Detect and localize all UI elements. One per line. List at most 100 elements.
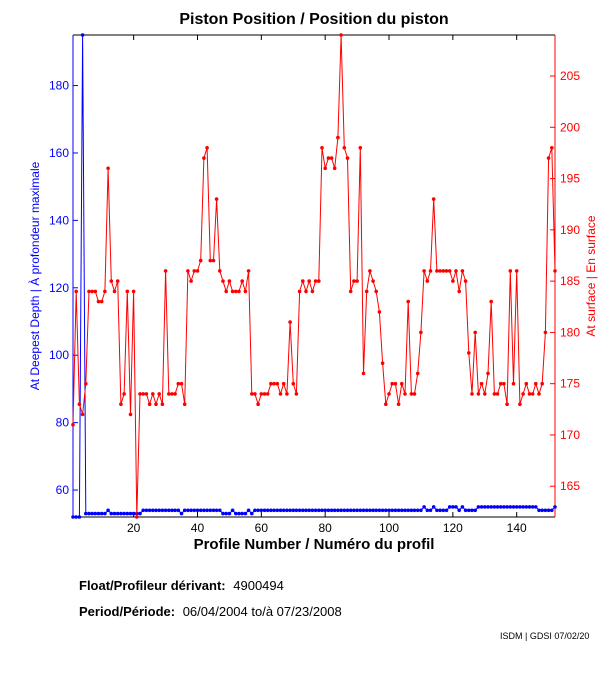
data-point-left <box>447 505 452 509</box>
data-point-left <box>310 508 315 513</box>
data-point-right <box>451 279 455 283</box>
data-point-left <box>109 511 114 516</box>
data-point-left <box>131 511 136 516</box>
data-point-left <box>467 508 471 513</box>
data-point-left <box>218 508 222 513</box>
data-point-left <box>147 508 152 513</box>
data-point-left <box>96 511 101 516</box>
data-point-right <box>467 351 471 355</box>
y-tick-label-right: 170 <box>560 428 580 442</box>
data-point-left <box>125 511 130 516</box>
x-tick-label: 80 <box>318 521 332 535</box>
data-point-left <box>320 508 324 513</box>
data-point-left <box>128 511 133 516</box>
data-point-left <box>518 505 522 509</box>
data-layer <box>71 33 557 519</box>
data-point-left <box>119 511 123 516</box>
chart-title: Piston Position / Position du piston <box>179 11 448 28</box>
y-tick-label-left: 80 <box>56 416 70 430</box>
data-point-right <box>431 197 436 201</box>
data-point-left <box>508 505 513 509</box>
data-point-left <box>336 508 340 513</box>
data-point-right <box>224 289 228 294</box>
data-point-left <box>457 508 462 513</box>
data-point-right <box>135 515 139 519</box>
data-point-right <box>205 146 209 150</box>
data-point-right <box>77 402 82 407</box>
data-point-right <box>534 381 538 386</box>
data-point-left <box>550 508 554 513</box>
data-point-left <box>361 508 366 513</box>
x-tick-label: 60 <box>255 521 269 535</box>
data-point-right <box>221 279 225 283</box>
data-point-right <box>470 392 474 396</box>
y-tick-label-right: 200 <box>560 120 580 134</box>
data-point-left <box>451 505 455 509</box>
data-point-right <box>74 289 78 294</box>
data-point-left <box>138 511 142 516</box>
data-point-left <box>144 508 149 513</box>
data-point-left <box>406 508 411 513</box>
data-point-left <box>173 508 177 513</box>
data-point-right <box>457 289 462 294</box>
data-point-left <box>221 511 225 516</box>
data-point-left <box>454 505 458 509</box>
data-point-left <box>514 505 519 509</box>
data-point-right <box>527 392 532 396</box>
data-point-left <box>546 508 551 513</box>
data-point-left <box>234 511 238 516</box>
data-point-left <box>390 508 395 513</box>
data-point-left <box>103 511 107 516</box>
data-point-left <box>186 508 190 513</box>
data-point-left <box>332 508 337 513</box>
data-point-right <box>352 279 356 283</box>
data-point-right <box>415 371 420 376</box>
data-point-right <box>384 402 388 407</box>
data-point-left <box>377 508 382 513</box>
data-point-left <box>272 508 276 513</box>
y-tick-label-right: 190 <box>560 223 580 237</box>
data-point-right <box>479 381 484 386</box>
data-point-left <box>281 508 286 513</box>
data-point-left <box>326 508 331 513</box>
data-point-right <box>288 320 292 324</box>
data-point-left <box>167 508 171 513</box>
data-point-left <box>256 508 260 513</box>
data-point-right <box>409 392 414 396</box>
data-point-right <box>320 146 324 150</box>
data-point-right <box>435 269 439 273</box>
data-point-left <box>157 508 161 513</box>
y-tick-label-left: 60 <box>56 483 70 497</box>
data-point-left <box>422 505 426 509</box>
data-point-left <box>368 508 372 513</box>
data-point-left <box>511 505 516 509</box>
data-point-right <box>342 146 347 150</box>
data-point-right <box>505 402 509 407</box>
data-point-left <box>288 508 292 513</box>
data-point-left <box>403 508 407 513</box>
x-tick-label: 100 <box>379 521 399 535</box>
data-point-right <box>492 392 497 396</box>
data-point-left <box>495 505 500 509</box>
data-point-right <box>131 289 136 294</box>
data-point-right <box>444 269 449 273</box>
data-point-left <box>527 505 532 509</box>
data-point-right <box>218 269 222 273</box>
data-point-left <box>380 508 385 513</box>
data-point-left <box>317 508 321 513</box>
data-point-right <box>103 289 107 294</box>
y-tick-label-right: 205 <box>560 69 580 83</box>
data-point-left <box>409 508 414 513</box>
data-point-right <box>425 279 430 283</box>
y-tick-label-left: 180 <box>49 79 69 93</box>
period-label: Period/Période: <box>79 604 176 619</box>
data-point-right <box>374 289 379 294</box>
data-point-left <box>154 508 158 513</box>
data-point-right <box>390 381 395 386</box>
data-point-right <box>368 269 372 273</box>
data-point-left <box>176 508 181 513</box>
data-point-right <box>115 279 120 283</box>
data-point-left <box>74 515 78 519</box>
float-info: Float/Profileur dérivant: 4900494 <box>79 578 284 593</box>
data-point-left <box>502 505 506 509</box>
